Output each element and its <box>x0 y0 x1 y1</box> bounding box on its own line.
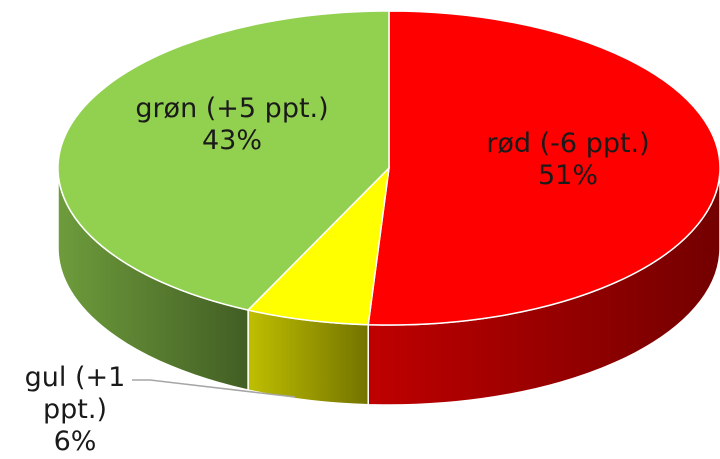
pie-slice <box>246 165 391 326</box>
category-label: rød (-6 ppt.) <box>486 128 650 159</box>
value-label: 6% <box>53 426 97 457</box>
slice-label: gul (+1 ppt.) 6% <box>15 362 135 458</box>
slice-label: rød (-6 ppt.) 51% <box>438 128 698 192</box>
category-label: grøn (+5 ppt.) <box>135 93 329 124</box>
value-label: 43% <box>201 125 262 156</box>
slice-label: grøn (+5 ppt.) 43% <box>82 93 382 157</box>
value-label: 51% <box>537 160 598 191</box>
pie-slice <box>57 10 390 311</box>
leader-line <box>132 379 296 398</box>
category-label: gul (+1 ppt.) <box>24 362 126 425</box>
